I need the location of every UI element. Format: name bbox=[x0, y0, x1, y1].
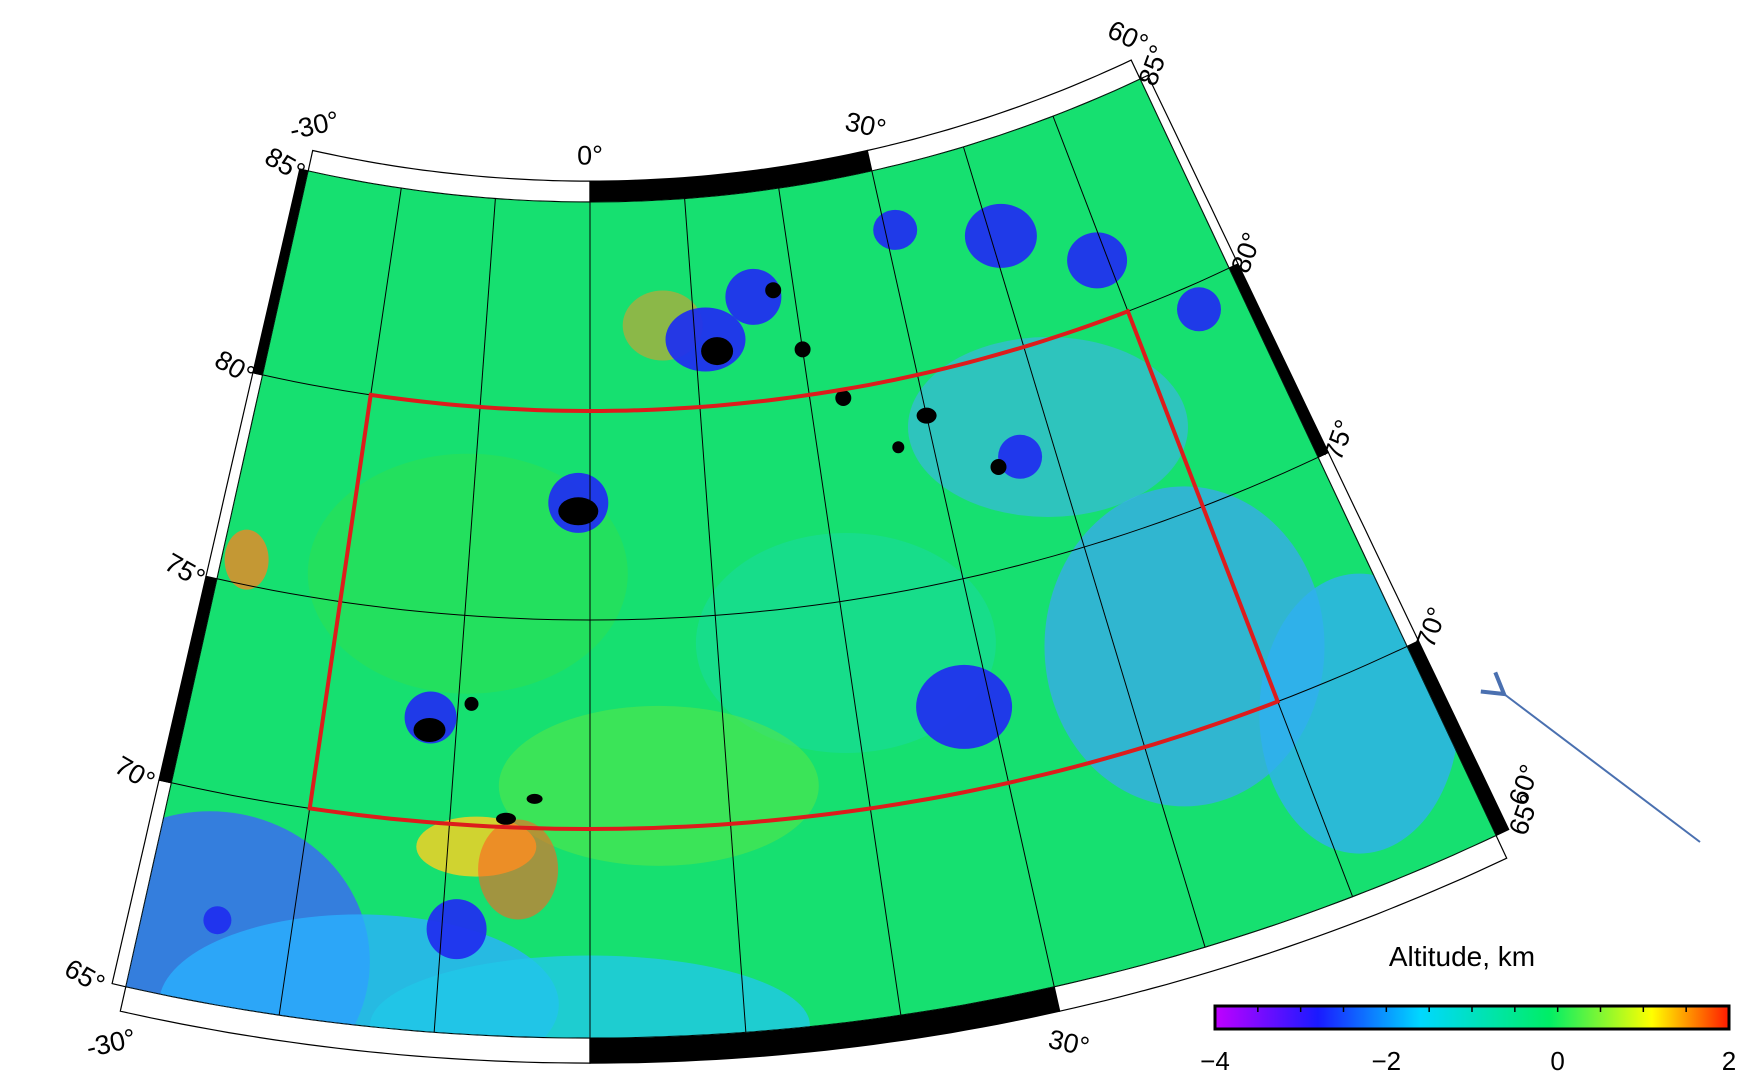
crater bbox=[873, 209, 918, 250]
parallel-line bbox=[216, 456, 1319, 621]
colorbar: Altitude, km −4 −2 0 2 bbox=[1200, 941, 1736, 1076]
colorbar-title: Altitude, km bbox=[1389, 941, 1535, 972]
meridian-line bbox=[1139, 79, 1497, 836]
lon-label-inner: -30° bbox=[287, 105, 342, 145]
map-frame bbox=[111, 59, 1510, 1064]
lat-label-right: 75° bbox=[1318, 416, 1360, 465]
colorbar-tick-label: −2 bbox=[1372, 1046, 1402, 1076]
crater bbox=[964, 203, 1037, 268]
lon-label-inner: 30° bbox=[842, 106, 888, 144]
highland-ridge bbox=[478, 819, 559, 920]
colorbar-tick-label: 2 bbox=[1722, 1046, 1736, 1076]
colorbar-tick-label: −4 bbox=[1200, 1046, 1230, 1076]
dark-pit bbox=[765, 282, 782, 299]
dark-pit bbox=[835, 390, 852, 406]
colorbar-tick-label: 0 bbox=[1550, 1046, 1564, 1076]
dark-pit bbox=[464, 696, 479, 711]
crater bbox=[916, 664, 1013, 749]
crater bbox=[1177, 287, 1221, 332]
pointing-arrow bbox=[1480, 671, 1701, 843]
lowland-region bbox=[158, 914, 559, 1038]
lon-label-outer: -30° bbox=[83, 1023, 138, 1063]
lat-label-left: 65° bbox=[60, 953, 110, 999]
region-box bbox=[307, 308, 1281, 832]
crater bbox=[998, 434, 1043, 479]
dark-pit bbox=[558, 497, 599, 526]
lat-label-left: 75° bbox=[160, 547, 210, 593]
lon-label-outer: 30° bbox=[1046, 1024, 1092, 1062]
terrain-patch bbox=[498, 705, 819, 866]
crater bbox=[1067, 232, 1128, 289]
dark-pit bbox=[496, 812, 516, 825]
lon-label-inner: 0° bbox=[577, 140, 603, 170]
dark-pit bbox=[526, 793, 543, 804]
colorbar-ticks: −4 −2 0 2 bbox=[1200, 1006, 1736, 1076]
dark-pit bbox=[990, 459, 1007, 475]
lat-label-right: 80° bbox=[1225, 228, 1267, 277]
lat-label-left: 70° bbox=[110, 750, 160, 796]
lowland-region bbox=[1044, 486, 1325, 807]
dark-pit bbox=[892, 441, 905, 454]
crater bbox=[203, 906, 232, 935]
crater bbox=[426, 899, 487, 960]
frame-segment-left bbox=[252, 168, 309, 376]
highland-ridge bbox=[224, 529, 269, 590]
crater bbox=[665, 307, 746, 372]
dark-pit bbox=[701, 337, 734, 366]
lat-label-right: 70° bbox=[1410, 603, 1452, 652]
dark-pit bbox=[413, 718, 446, 742]
crater bbox=[725, 268, 782, 325]
